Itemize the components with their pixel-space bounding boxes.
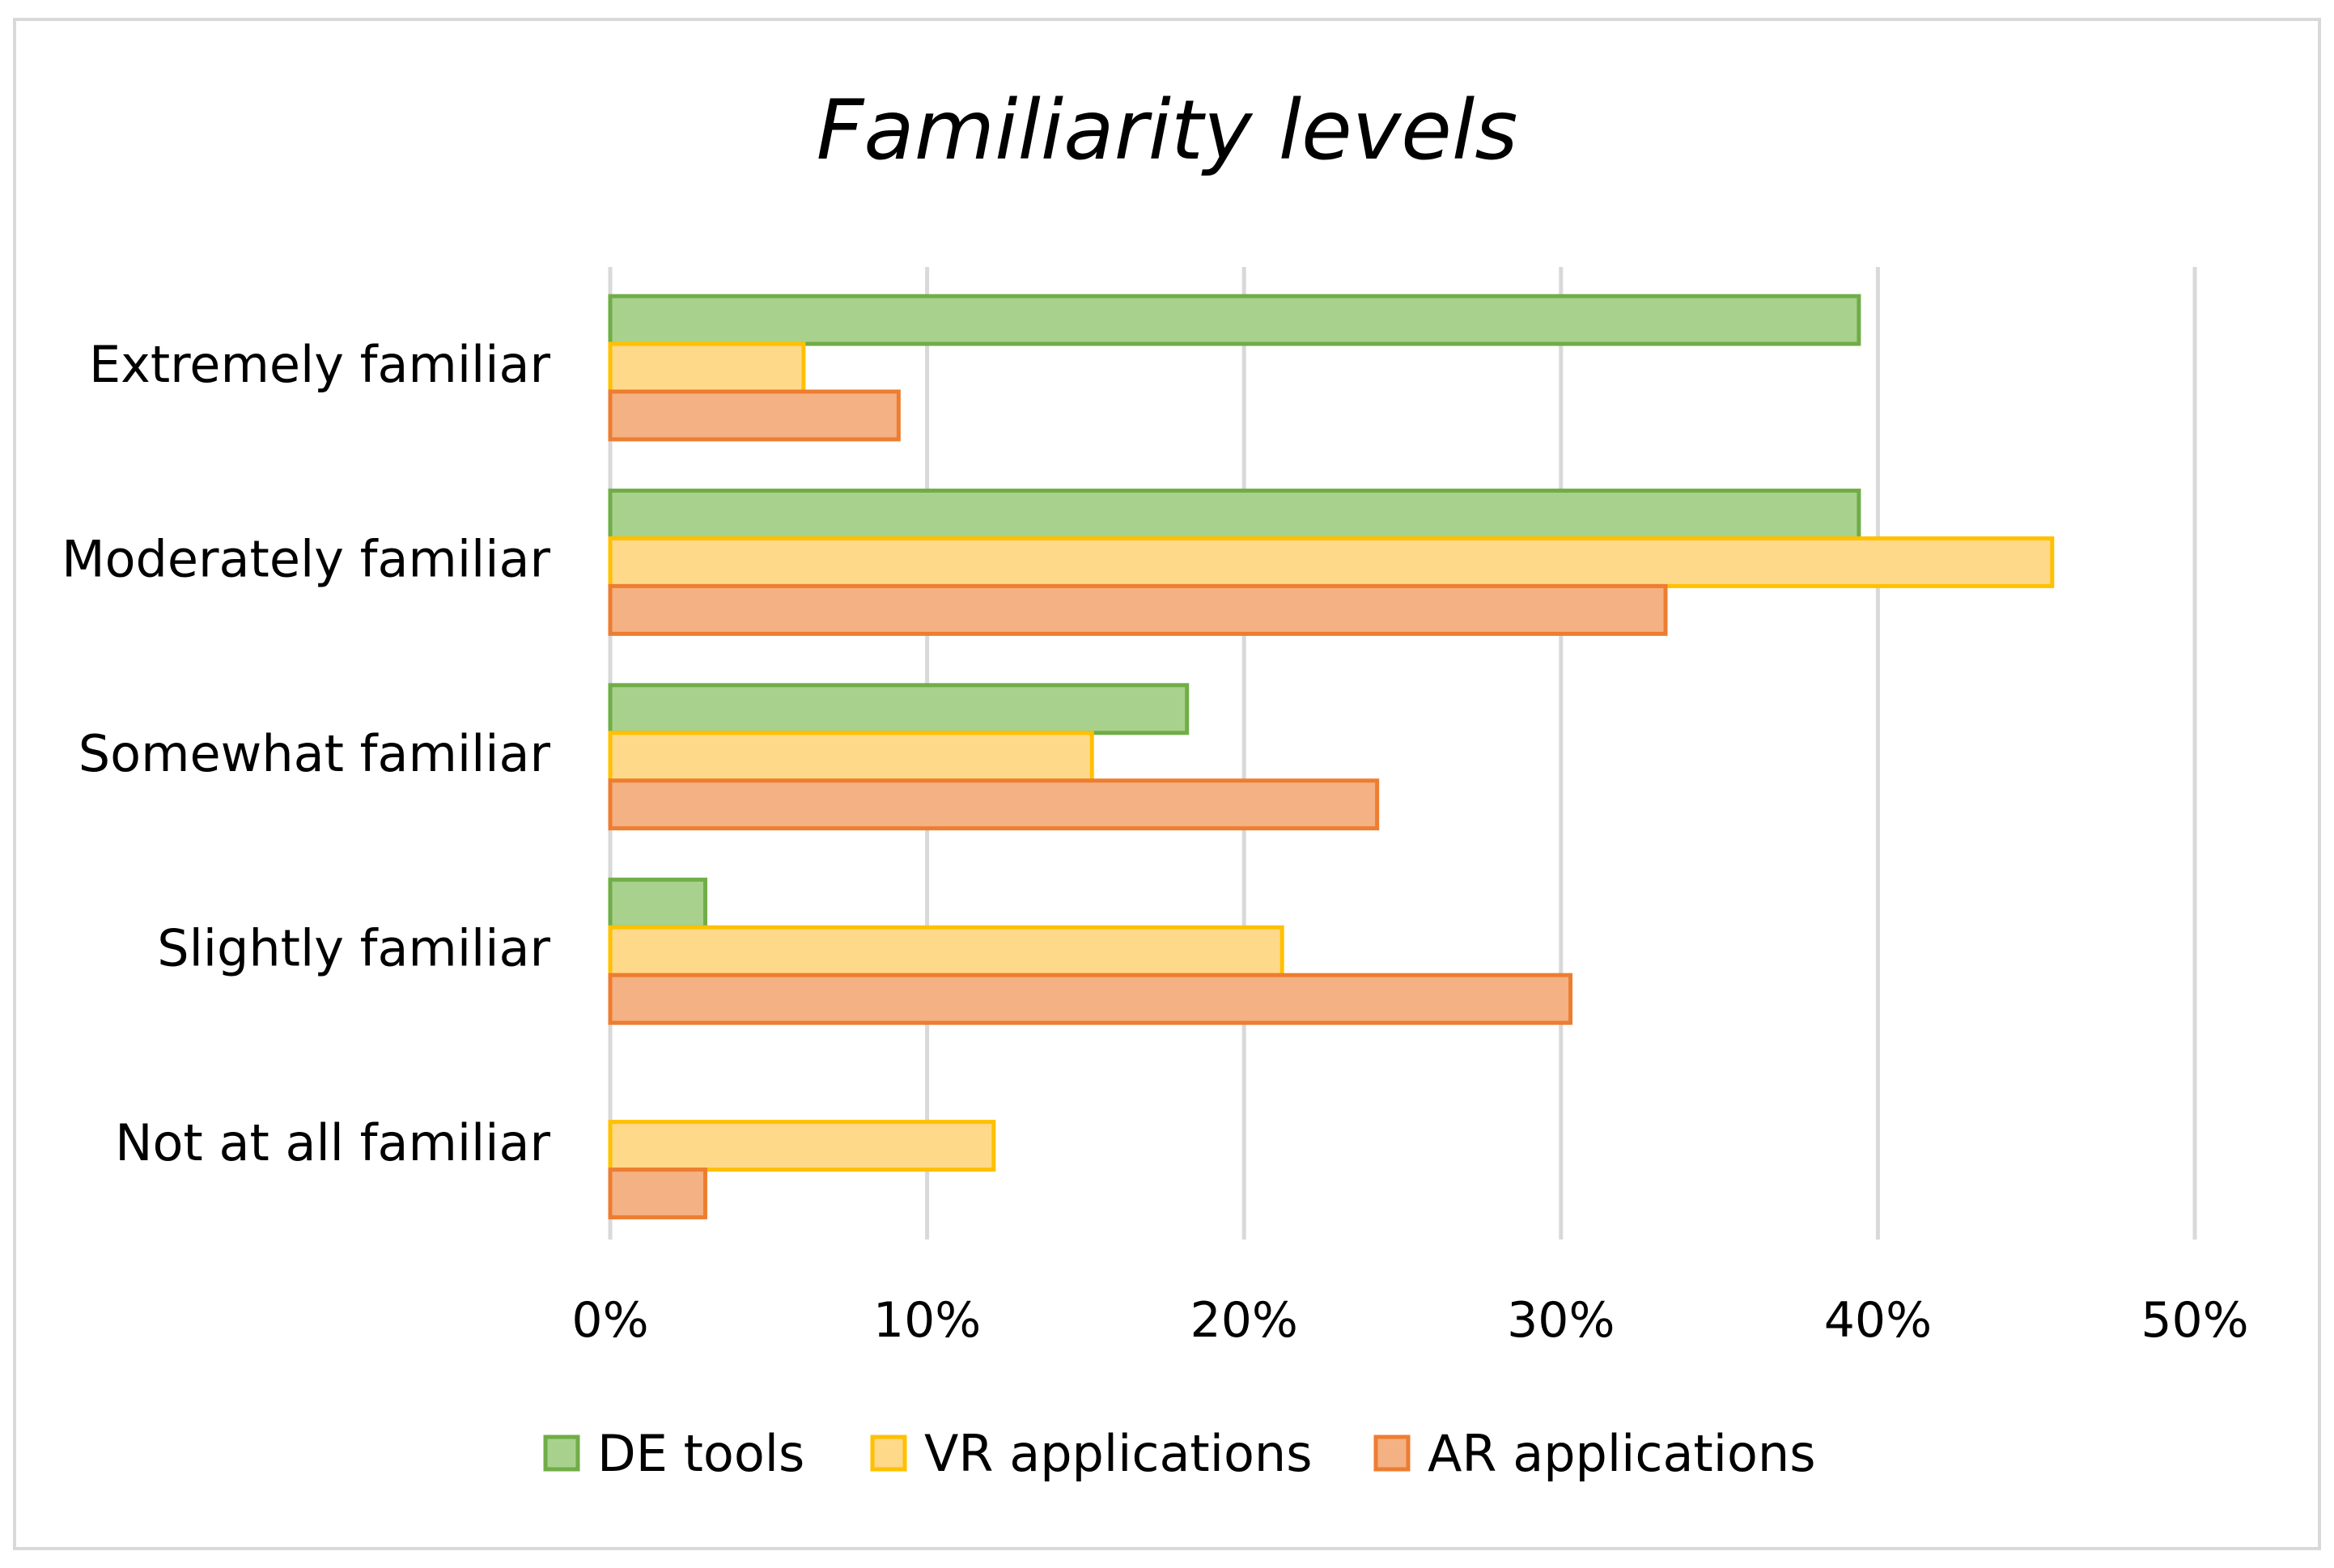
legend-swatch-de-tools <box>543 1435 580 1472</box>
bar-vr-applications-somewhat-familiar <box>608 731 1094 783</box>
chart-title: Familiarity levels <box>817 83 1518 179</box>
category-label-somewhat-familiar: Somewhat familiar <box>79 724 551 783</box>
bar-vr-applications-moderately-familiar <box>608 536 2055 588</box>
category-label-moderately-familiar: Moderately familiar <box>62 530 550 589</box>
bar-ar-applications-not-at-all-familiar <box>608 1168 707 1220</box>
legend-label-vr-applications: VR applications <box>924 1424 1313 1483</box>
bars <box>608 294 2055 1220</box>
legend-swatch-ar-applications <box>1373 1435 1411 1472</box>
category-label-extremely-familiar: Extremely familiar <box>89 335 550 394</box>
category-label-slightly-familiar: Slightly familiar <box>157 918 550 977</box>
x-tick-label-20: 20% <box>1190 1292 1298 1349</box>
x-tick-label-50: 50% <box>2141 1292 2248 1349</box>
x-axis-tick-labels: 0% 10% 20% 30% 40% 50% <box>571 1292 2248 1349</box>
x-tick-label-30: 30% <box>1507 1292 1615 1349</box>
legend-label-ar-applications: AR applications <box>1428 1424 1816 1483</box>
category-label-not-at-all-familiar: Not at all familiar <box>115 1113 550 1172</box>
bar-vr-applications-slightly-familiar <box>608 925 1284 977</box>
bar-ar-applications-extremely-familiar <box>608 389 901 442</box>
bar-ar-applications-moderately-familiar <box>608 583 1668 636</box>
x-tick-label-40: 40% <box>1824 1292 1932 1349</box>
bar-de-tools-somewhat-familiar <box>608 683 1190 735</box>
legend-swatch-vr-applications <box>870 1435 907 1472</box>
x-tick-label-10: 10% <box>873 1292 981 1349</box>
legend: DE tools VR applications AR applications <box>543 1424 1816 1483</box>
x-tick-label-0: 0% <box>571 1292 648 1349</box>
bar-vr-applications-not-at-all-familiar <box>608 1120 996 1172</box>
legend-label-de-tools: DE tools <box>597 1424 804 1483</box>
bar-de-tools-extremely-familiar <box>608 294 1861 346</box>
bar-de-tools-slightly-familiar <box>608 877 707 930</box>
bar-de-tools-moderately-familiar <box>608 488 1861 540</box>
category-labels: Extremely familiar Moderately familiar Som… <box>62 335 550 1172</box>
bar-ar-applications-somewhat-familiar <box>608 778 1380 831</box>
bar-ar-applications-slightly-familiar <box>608 973 1573 1025</box>
bar-vr-applications-extremely-familiar <box>608 341 806 394</box>
